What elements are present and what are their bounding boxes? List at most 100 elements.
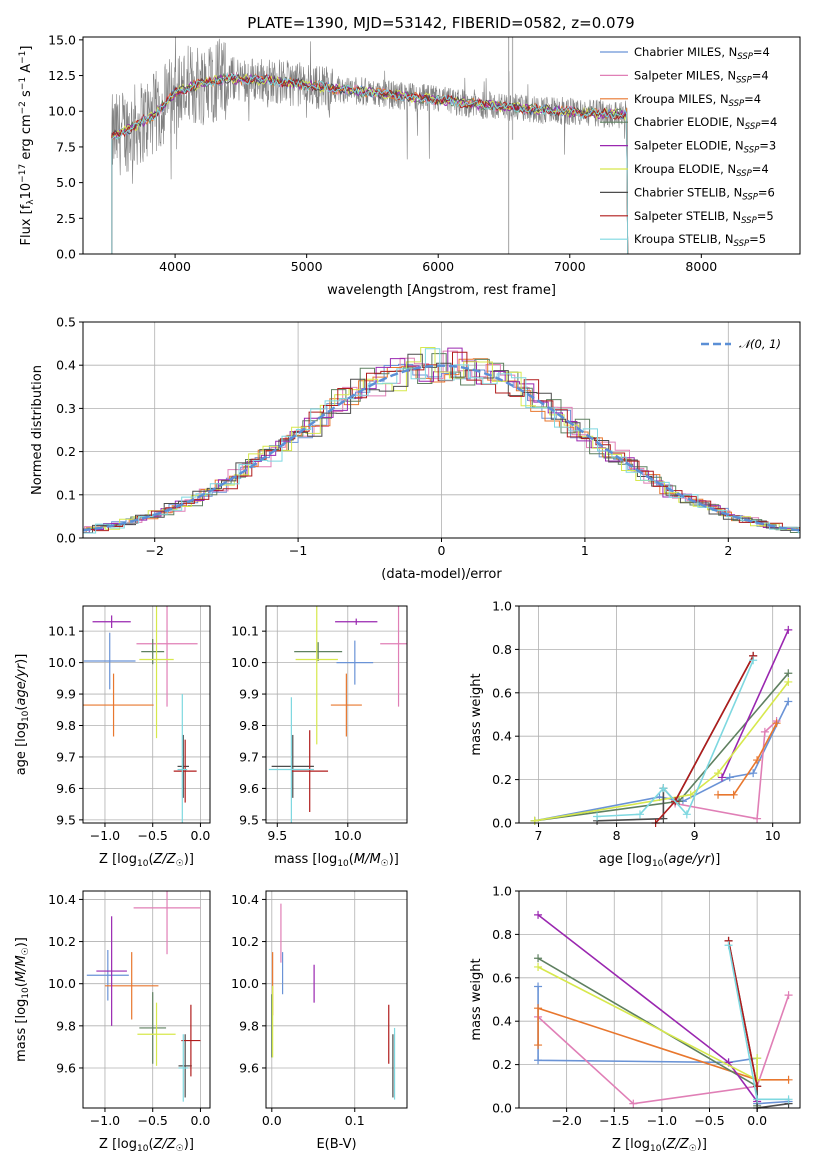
mass-weight-marker [784, 697, 793, 706]
mass-weight-line [674, 720, 778, 820]
x-tick-label: 6000 [422, 259, 454, 274]
x-tick-label: 0.0 [262, 1113, 282, 1128]
y-tick-label: 12.5 [48, 68, 76, 83]
y-tick-label: 9.7 [239, 749, 259, 764]
mass-weight-marker [534, 910, 543, 919]
mass-weight-marker [714, 769, 723, 778]
errorbar-salpeter_stelib [173, 739, 197, 803]
mass-weight-marker [534, 1004, 543, 1013]
axes-frame [518, 605, 801, 824]
x-tick-label: −1.5 [599, 1113, 629, 1128]
mass-weight-line [727, 940, 758, 1087]
x-tick-label: 8000 [685, 259, 717, 274]
plot-area [266, 891, 407, 1108]
y-tick-label: 0.2 [492, 772, 512, 787]
mass-weight-lines [534, 910, 793, 1112]
y-tick-label: 0.2 [492, 1057, 512, 1072]
residuals-panel: −2 −1 0 1 2 0.0 0.1 0.2 0.3 0.4 0.5 (data-model)/er… [30, 315, 801, 582]
x-tick-label: 9.5 [267, 828, 287, 843]
mass-weight-vs-age-panel: 7 8 9 10 0.0 0.2 0.4 0.6 0.8 1.0 age [log10(age/yr… [469, 599, 801, 869]
mass-weight-marker [784, 1075, 793, 1084]
x-tick-label: 1 [581, 543, 589, 558]
x-tick-label: 0.0 [191, 828, 211, 843]
x-tick-label: −2.0 [551, 1113, 581, 1128]
x-tick-label: −0.5 [138, 1113, 168, 1128]
x-tick-label: 9 [691, 828, 699, 843]
errorbar-kroupa_stelib [178, 1034, 189, 1102]
y-tick-label: 0.4 [492, 729, 512, 744]
legend-entry-salpeter_elodie: Salpeter ELODIE, NSSP=3 [634, 139, 776, 156]
mass-weight-marker [534, 954, 543, 963]
y-axis-label: Normed distribution [30, 365, 45, 495]
normal-reference-curve [83, 364, 800, 532]
x-axis-label: age [log10(age/yr)] [599, 852, 721, 869]
y-tick-label: 0.0 [492, 1101, 512, 1116]
errorbar-salpeter_miles [136, 606, 198, 707]
mass-weight-kroupa_stelib [593, 656, 758, 821]
mass-weight-marker [725, 773, 734, 782]
y-tick-label: 9.6 [239, 781, 259, 796]
errorbar-chabrier_stelib [271, 734, 314, 798]
legend-entry-salpeter_miles: Salpeter MILES, NSSP=4 [634, 68, 769, 85]
axes-frame [82, 890, 211, 1109]
errorbar-kroupa_miles [83, 673, 154, 737]
mass-weight-line [718, 722, 778, 796]
error-bars [83, 606, 198, 823]
axes-frame [518, 890, 801, 1109]
errorbar-chabrier_elodie [294, 642, 343, 662]
mass-weight-marker [784, 1095, 793, 1104]
y-tick-label: 9.6 [56, 781, 76, 796]
mass-weight-marker [659, 784, 668, 793]
y-tick-label: 9.8 [239, 718, 259, 733]
mass-weight-marker [593, 812, 602, 821]
y-tick-label: 9.8 [56, 1018, 76, 1033]
x-tick-label: 0 [438, 543, 446, 558]
mass-weight-kroupa_stelib [724, 941, 793, 1104]
y-axis-label: mass weight [469, 673, 484, 755]
mass-weight-marker [753, 814, 762, 823]
mass-weight-marker [635, 810, 644, 819]
y-tick-label: 9.6 [56, 1060, 76, 1075]
x-tick-label: 10.0 [334, 828, 362, 843]
plot-area [83, 891, 210, 1108]
x-tick-label: −2 [145, 543, 163, 558]
y-tick-label: 0.6 [492, 685, 512, 700]
mass-weight-marker [729, 790, 738, 799]
legend-entry-salpeter_stelib: Salpeter STELIB, NSSP=5 [634, 209, 774, 226]
plot-area [519, 891, 800, 1108]
mass-weight-marker [659, 814, 668, 823]
errorbar-kroupa_elodie [139, 606, 174, 739]
errorbar-chabrier_miles [86, 949, 129, 1001]
mass-weight-marker [724, 941, 733, 950]
x-tick-label: −0.5 [694, 1113, 724, 1128]
y-tick-label: 0.8 [492, 642, 512, 657]
model-spectrum-line-kroupa_stelib [111, 72, 629, 254]
mass-weight-marker [760, 727, 769, 736]
axes-frame [82, 36, 801, 255]
legend-entry-chabrier_miles: Chabrier MILES, NSSP=4 [634, 45, 770, 62]
x-tick-label: −1 [289, 543, 307, 558]
errorbar-kroupa_stelib [177, 694, 188, 823]
y-tick-label: 9.5 [56, 812, 76, 827]
x-axis-label: mass [log10(M/M☉)] [274, 852, 399, 869]
errorbar-salpeter_elodie [335, 618, 378, 625]
mass-weight-marker [753, 1095, 762, 1104]
y-axis-label: mass [log10(M/M☉)] [14, 937, 31, 1062]
x-axis-label: Z [log10(Z/Z☉)] [99, 852, 194, 869]
x-tick-label: −0.5 [138, 828, 168, 843]
mass-weight-marker [717, 773, 726, 782]
figure-title: PLATE=1390, MJD=53142, FIBERID=0582, z=0… [247, 14, 634, 32]
axes-frame [265, 605, 408, 824]
mass-weight-marker [534, 1041, 543, 1050]
errorbar-kroupa_stelib [268, 697, 314, 823]
plot-area [266, 606, 407, 823]
mass-weight-marker [784, 625, 793, 634]
mass-weight-marker [784, 669, 793, 678]
y-tick-label: 9.9 [56, 687, 76, 702]
errorbar-kroupa_miles [330, 673, 362, 737]
x-tick-label: 7000 [554, 259, 586, 274]
axes-frame [265, 890, 408, 1109]
mass-weight-line [534, 701, 790, 822]
y-tick-label: 0.0 [492, 816, 512, 831]
